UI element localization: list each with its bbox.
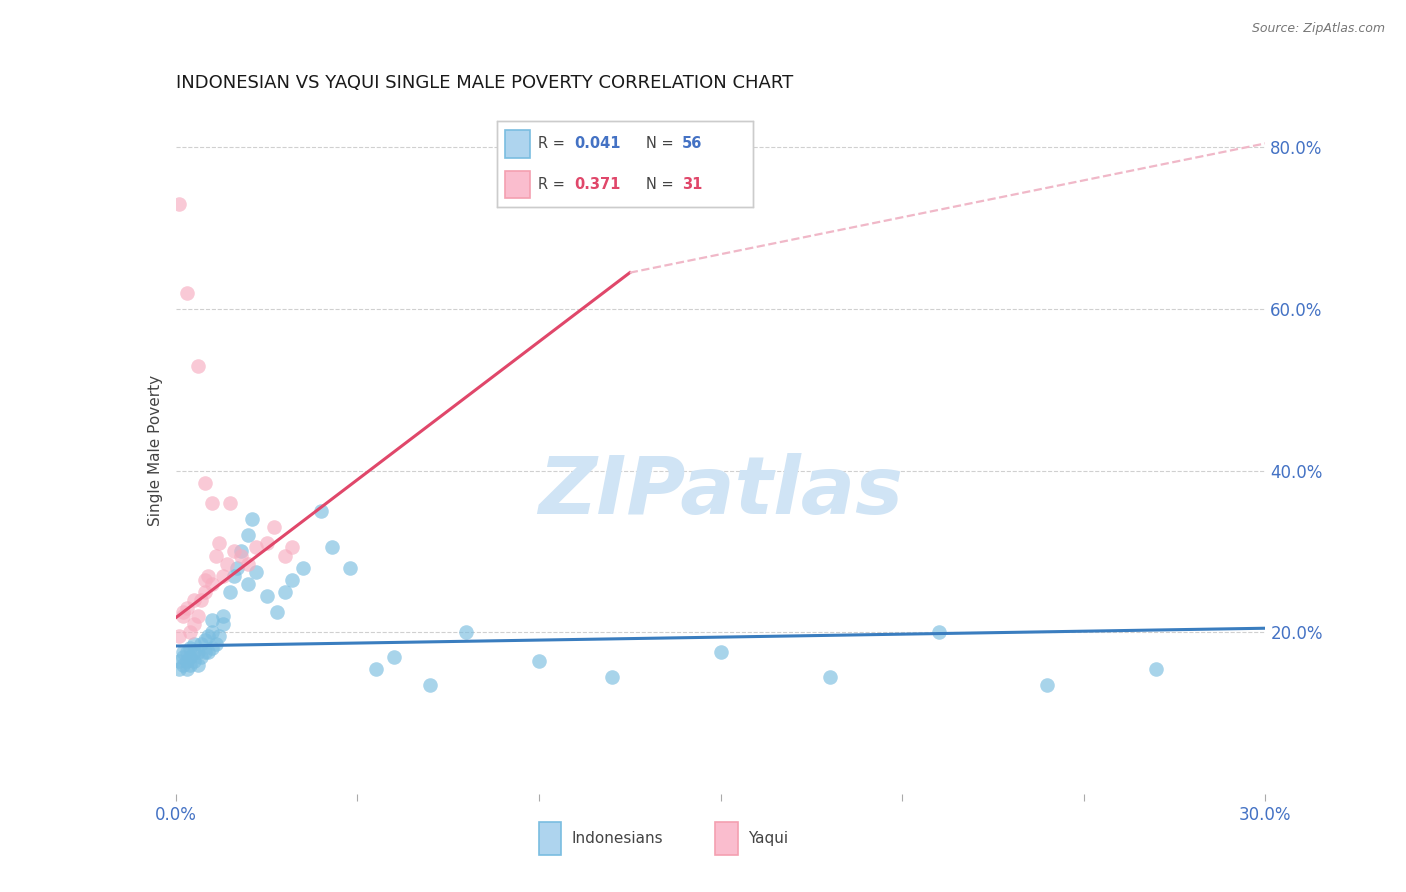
Text: Source: ZipAtlas.com: Source: ZipAtlas.com [1251,22,1385,36]
Point [169,662,191,676]
Point [321,541,343,555]
Point [201,496,224,510]
Point [208,629,231,643]
Point [208,536,231,550]
Point [183,637,205,651]
Point [176,654,198,668]
Point [274,549,297,563]
Point [245,565,267,579]
Point [194,645,217,659]
Point [172,649,194,664]
Point [197,568,219,582]
Point [172,645,194,659]
Text: INDONESIAN VS YAQUI SINGLE MALE POVERTY CORRELATION CHART: INDONESIAN VS YAQUI SINGLE MALE POVERTY … [176,74,793,92]
Point [710,645,733,659]
Point [194,585,217,599]
Point [419,678,441,692]
Point [219,496,242,510]
Point [172,605,194,619]
Point [256,536,278,550]
Point [186,609,209,624]
Point [186,645,209,659]
Point [169,654,191,668]
Point [263,520,285,534]
Point [201,641,224,656]
Point [219,585,242,599]
Y-axis label: Single Male Poverty: Single Male Poverty [148,375,163,526]
Point [194,633,217,648]
Point [197,629,219,643]
Point [600,670,623,684]
Point [364,662,387,676]
Point [215,557,238,571]
Point [183,617,205,632]
Point [197,645,219,659]
Point [169,197,191,211]
Point [231,544,253,558]
Point [190,593,212,607]
Point [1146,662,1168,676]
Point [382,649,405,664]
Point [281,541,304,555]
Point [201,625,224,640]
Point [238,557,260,571]
Point [1036,678,1059,692]
Point [238,528,260,542]
Point [183,645,205,659]
Point [222,544,245,558]
Point [240,512,263,526]
Point [179,657,201,672]
Point [179,649,201,664]
Point [291,560,314,574]
Point [281,573,304,587]
Point [238,576,260,591]
Point [169,629,191,643]
Point [309,504,332,518]
Point [201,576,224,591]
Point [179,641,201,656]
Point [527,654,550,668]
Point [204,549,226,563]
Point [256,589,278,603]
Point [194,573,217,587]
Point [172,609,194,624]
Point [186,359,209,373]
Point [222,568,245,582]
Point [176,285,198,300]
Point [245,541,267,555]
Point [212,609,235,624]
Point [212,617,235,632]
Point [818,670,841,684]
Point [176,601,198,615]
Point [266,605,288,619]
Point [190,637,212,651]
Point [176,662,198,676]
Point [204,637,226,651]
Point [226,560,249,574]
Point [172,657,194,672]
Point [183,593,205,607]
Point [274,585,297,599]
Point [231,549,253,563]
Point [194,475,217,490]
Point [212,568,235,582]
Point [179,625,201,640]
Point [339,560,361,574]
Point [186,657,209,672]
Point [176,645,198,659]
Point [183,654,205,668]
Point [456,625,478,640]
Point [190,649,212,664]
Point [928,625,950,640]
Point [201,613,224,627]
Text: ZIPatlas: ZIPatlas [538,452,903,531]
